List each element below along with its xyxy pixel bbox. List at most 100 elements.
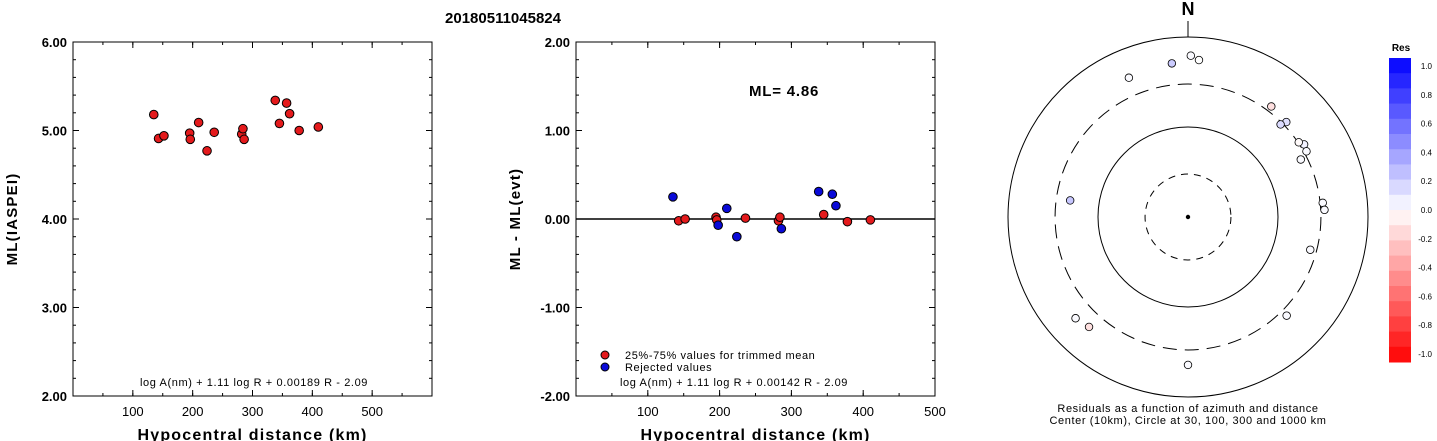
colorbar-segment bbox=[1389, 225, 1411, 241]
data-point bbox=[148, 109, 159, 120]
colorbar-segment bbox=[1389, 118, 1411, 135]
colorbar-segment bbox=[1389, 103, 1411, 120]
formula-text: log A(nm) + 1.11 log R + 0.00189 R - 2.0… bbox=[140, 377, 368, 389]
x-tick-label: 400 bbox=[852, 404, 874, 419]
colorbar-segment bbox=[1389, 194, 1411, 211]
colorbar-tick-label: -0.4 bbox=[1418, 264, 1432, 273]
x-tick-label: 300 bbox=[781, 404, 803, 419]
data-point bbox=[270, 95, 281, 106]
colorbar-tick-label: 0.8 bbox=[1421, 91, 1433, 100]
epicenter-marker bbox=[1185, 214, 1191, 220]
station-marker bbox=[1071, 314, 1080, 323]
station-marker bbox=[1124, 73, 1134, 82]
colorbar-segment bbox=[1389, 88, 1411, 105]
y-tick-label: -2.00 bbox=[540, 389, 570, 404]
ml-annotation: ML= 4.86 bbox=[749, 83, 819, 100]
colorbar-segment bbox=[1389, 331, 1411, 348]
rejected-point bbox=[776, 223, 787, 234]
data-point bbox=[284, 108, 295, 119]
colorbar-segment bbox=[1389, 346, 1411, 363]
station-marker bbox=[1296, 155, 1305, 164]
colorbar-segment bbox=[1389, 270, 1411, 287]
legend-label: Rejected values bbox=[625, 362, 712, 374]
rejected-point bbox=[713, 220, 723, 230]
data-point bbox=[202, 146, 212, 156]
x-axis-label: Hypocentral distance (km) bbox=[640, 427, 870, 441]
colorbar-tick-label: -0.8 bbox=[1418, 321, 1432, 330]
colorbar-tick-label: -0.6 bbox=[1418, 292, 1432, 301]
colorbar-segment bbox=[1389, 240, 1411, 257]
middle-chart: -2.00 -1.00 0.00 1.00 2.00 100 200 300 400 500 Hyp… bbox=[507, 35, 946, 441]
station-marker bbox=[1302, 147, 1311, 156]
data-point bbox=[680, 214, 690, 224]
x-tick-label: 200 bbox=[182, 404, 204, 419]
x-tick-label: 100 bbox=[637, 404, 659, 419]
rejected-point bbox=[813, 186, 824, 197]
colorbar-segment bbox=[1389, 149, 1411, 165]
data-point bbox=[842, 216, 853, 227]
station-marker bbox=[1320, 205, 1329, 215]
station-marker bbox=[1183, 360, 1193, 370]
y-tick-label: 6.00 bbox=[42, 35, 67, 50]
plot-frame bbox=[72, 41, 433, 397]
y-tick-label: 5.00 bbox=[42, 124, 67, 139]
x-tick-label: 300 bbox=[242, 404, 264, 419]
y-axis-label: ML - ML(evt) bbox=[507, 168, 524, 270]
x-tick-label: 500 bbox=[924, 404, 946, 419]
data-point bbox=[775, 212, 785, 223]
data-point bbox=[209, 127, 220, 138]
range-circle bbox=[1007, 36, 1369, 398]
station-marker bbox=[1276, 120, 1285, 129]
station-marker bbox=[1194, 55, 1204, 65]
colorbar-tick-label: -1.0 bbox=[1418, 350, 1432, 359]
station-marker bbox=[1267, 102, 1276, 111]
polar-residual-chart: N Residuals as a function of azimuth and … bbox=[1007, 0, 1369, 427]
rejected-point bbox=[721, 203, 732, 214]
colorbar-tick-label: 0.6 bbox=[1421, 120, 1433, 129]
colorbar-segment bbox=[1389, 210, 1411, 226]
colorbar-tick-label: 1.0 bbox=[1421, 62, 1433, 71]
y-tick-label: 1.00 bbox=[545, 124, 570, 139]
station-marker bbox=[1084, 322, 1094, 332]
rejected-point bbox=[668, 192, 678, 202]
colorbar-segment bbox=[1389, 301, 1411, 317]
y-tick-label: 2.00 bbox=[42, 389, 67, 404]
colorbar-segment bbox=[1389, 286, 1411, 302]
colorbar-segment bbox=[1389, 73, 1411, 89]
colorbar-tick-label: 0.2 bbox=[1421, 177, 1433, 186]
station-marker bbox=[1294, 138, 1303, 147]
data-point bbox=[313, 122, 324, 132]
colorbar-segment bbox=[1389, 134, 1411, 150]
left-chart: 2.00 3.00 4.00 5.00 6.00 100 200 300 400 500 Hypoc… bbox=[4, 35, 433, 441]
colorbar-segment bbox=[1389, 179, 1411, 196]
range-circle bbox=[1097, 126, 1279, 308]
data-point bbox=[294, 125, 304, 136]
data-point bbox=[281, 98, 292, 108]
data-point bbox=[274, 118, 285, 129]
range-circle bbox=[1054, 83, 1322, 351]
x-tick-label: 400 bbox=[301, 404, 323, 419]
x-tick-label: 200 bbox=[709, 404, 731, 419]
figure-title: 20180511045824 bbox=[445, 10, 562, 27]
data-point bbox=[193, 117, 204, 128]
residual-colorbar: Res 1.0 0.8 0.6 0.4 0.2 0.0 -0.2 -0.4 -0.6 -0.8 -1.… bbox=[1389, 43, 1433, 363]
x-axis-label: Hypocentral distance (km) bbox=[137, 427, 367, 441]
north-label: N bbox=[1182, 0, 1195, 19]
polar-caption-line1: Residuals as a function of azimuth and d… bbox=[1057, 403, 1318, 415]
colorbar-segment bbox=[1389, 58, 1411, 74]
colorbar-tick-label: -0.2 bbox=[1418, 235, 1432, 244]
y-tick-label: 3.00 bbox=[42, 301, 67, 316]
legend-marker bbox=[600, 350, 610, 360]
station-marker bbox=[1306, 245, 1315, 254]
station-marker bbox=[1318, 198, 1327, 208]
colorbar-title: Res bbox=[1392, 43, 1411, 54]
colorbar-tick-label: 0.0 bbox=[1421, 206, 1433, 215]
station-marker bbox=[1282, 311, 1291, 320]
data-point bbox=[740, 213, 751, 223]
legend-label: 25%-75% values for trimmed mean bbox=[625, 350, 815, 362]
data-point bbox=[818, 209, 829, 220]
x-tick-label: 500 bbox=[361, 404, 383, 419]
polar-caption-line2: Center (10km), Circle at 30, 100, 300 an… bbox=[1049, 415, 1326, 427]
rejected-point bbox=[827, 189, 838, 200]
